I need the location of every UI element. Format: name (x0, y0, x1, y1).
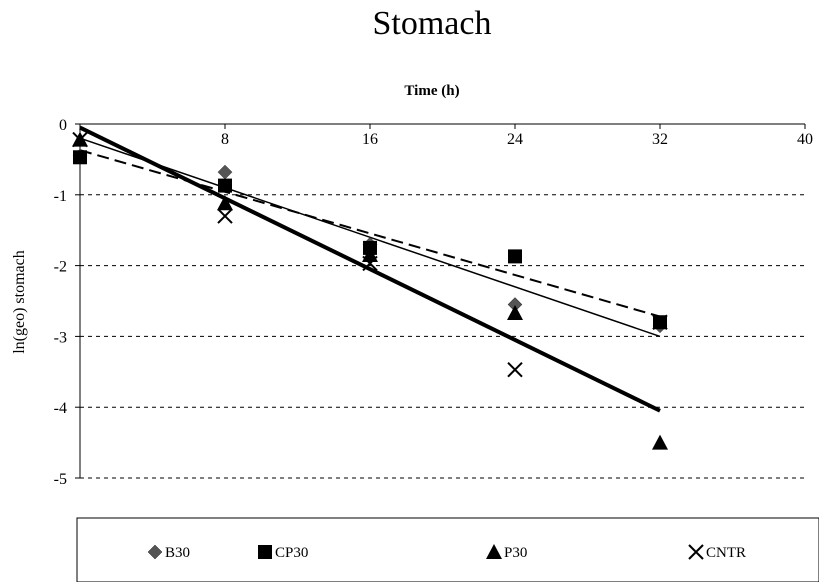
tick-labels: 0 -1 -2 -3 -4 -5 8 16 24 32 40 (54, 117, 813, 488)
cntr-point-stroke (72, 131, 88, 148)
legend-label-p30: P30 (504, 545, 527, 561)
cp30-point (508, 249, 522, 264)
cntr-point (507, 361, 523, 378)
axes (75, 123, 806, 479)
y-tick-label: -4 (54, 400, 67, 417)
legend-label-cp30: CP30 (275, 545, 308, 561)
p30-point (507, 305, 523, 321)
x-tick-label: 8 (221, 131, 229, 148)
x-axis-title: Time (h) (404, 83, 459, 99)
cp30-point (73, 150, 87, 165)
p30-point (217, 195, 233, 211)
cntr-point (652, 314, 668, 330)
y-tick-label: -1 (54, 188, 67, 205)
x-tick-label: 32 (652, 131, 668, 148)
legend-marker-p30 (486, 544, 502, 559)
cntr-point (362, 255, 378, 272)
cntr-point-stroke (652, 314, 668, 330)
y-tick-label: -5 (54, 471, 67, 488)
p30-point (652, 434, 668, 450)
x-tick-label: 16 (362, 131, 378, 148)
chart-title: Stomach (373, 5, 492, 42)
cntr-point (217, 208, 233, 224)
b30-point (217, 164, 233, 180)
y-tick-label: -2 (54, 259, 67, 276)
trendlines (79, 125, 661, 413)
data-points (72, 131, 668, 450)
cntr-point-stroke (217, 208, 233, 224)
y-axis-title: ln(geo) stomach (11, 250, 28, 354)
grid-lines (80, 194, 805, 479)
legend-label-cntr: CNTR (706, 545, 746, 561)
x-tick-label: 40 (797, 131, 813, 148)
x-tick-label: 24 (507, 131, 523, 148)
legend-marker-cntr-stroke (688, 544, 704, 560)
cp30-point (218, 178, 232, 193)
legend-marker-cp30 (258, 545, 272, 559)
trendline (79, 149, 661, 318)
y-tick-label: -3 (54, 329, 67, 346)
legend: B30 CP30 P30 CNTR (76, 517, 819, 582)
trendline (79, 125, 661, 413)
legend-marker-b30 (147, 544, 163, 560)
cntr-point (72, 131, 88, 148)
y-tick-label: 0 (59, 117, 67, 134)
cntr-point-stroke (362, 255, 378, 272)
legend-label-b30: B30 (165, 545, 190, 561)
legend-marker-cntr (688, 544, 704, 560)
cntr-point-stroke (507, 361, 523, 378)
